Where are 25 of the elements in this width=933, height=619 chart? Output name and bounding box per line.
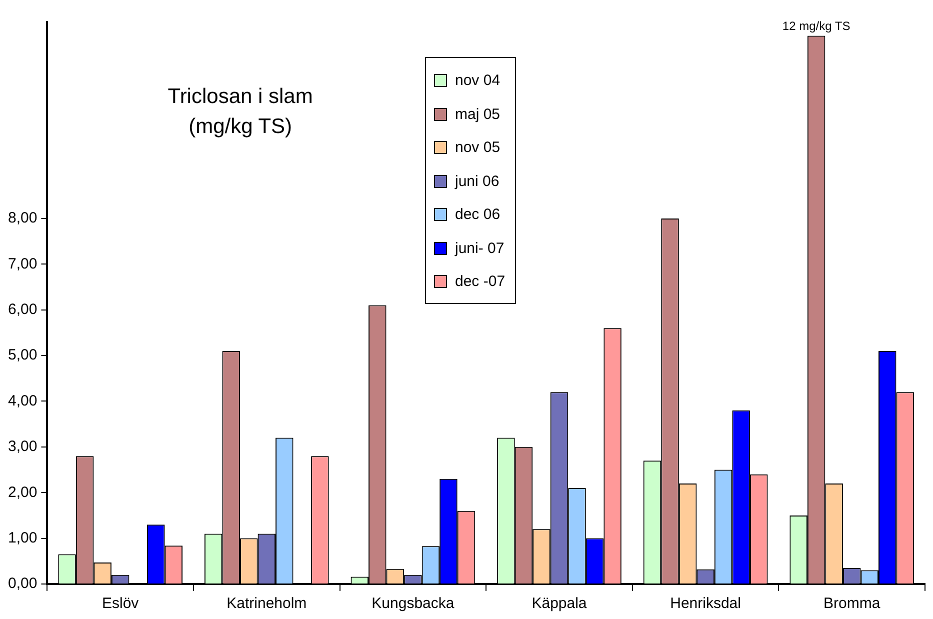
x-tick-label: Eslöv <box>102 595 140 612</box>
y-tick-label: 6,00 <box>8 300 38 318</box>
legend-label: maj 05 <box>455 106 500 123</box>
y-tick-label: 4,00 <box>8 392 38 410</box>
legend-label: nov 04 <box>455 72 500 90</box>
x-tick-label: Bromma <box>824 595 881 612</box>
y-tick-label: 3,00 <box>8 438 38 456</box>
legend-label: juni 06 <box>455 172 500 190</box>
legend-label: dec -07 <box>455 273 506 290</box>
y-tick-label: 1,00 <box>8 529 38 546</box>
x-tick-label: Henriksdal <box>670 595 741 612</box>
y-tick-label: 2,00 <box>8 484 38 501</box>
y-tick-label: 0,00 <box>8 575 38 592</box>
text: Triclosan i slam <box>168 84 313 108</box>
data-label: 12 mg/kg TS <box>782 19 850 34</box>
legend-label: nov 05 <box>455 139 500 156</box>
y-tick-label: 5,00 <box>8 346 38 364</box>
text: (mg/kg TS) <box>188 114 292 138</box>
x-tick-label: Katrineholm <box>226 595 307 612</box>
y-tick-label: 8,00 <box>8 210 38 227</box>
x-tick-label: Kungsbacka <box>372 595 455 612</box>
x-tick-label: Käppala <box>532 595 588 612</box>
legend-label: juni- 07 <box>455 240 504 257</box>
y-tick-label: 7,00 <box>8 255 38 272</box>
legend-label: dec 06 <box>455 206 500 224</box>
